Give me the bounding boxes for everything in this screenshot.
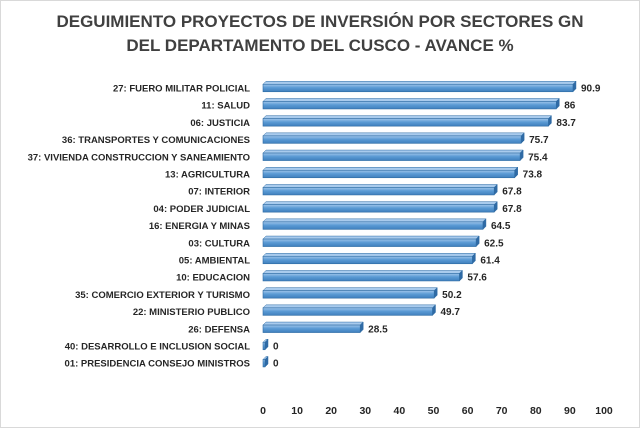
category-label: 37: VIVIENDA CONSTRUCCION Y SANEAMIENTO [28,152,250,163]
category-label: 40: DESARROLLO E INCLUSION SOCIAL [65,342,250,353]
bar [262,238,477,247]
value-label: 50.2 [442,290,462,301]
value-label: 90.9 [581,84,601,95]
bar-top-face [262,81,577,85]
value-label: 75.7 [529,135,549,146]
bar-top-face [262,167,519,171]
category-label: 05: AMBIENTAL [179,256,250,267]
value-label: 83.7 [556,118,576,129]
bar [262,187,495,196]
bar-top-face [262,149,524,154]
category-labels: 27: FUERO MILITAR POLICIAL 11: SALUD 06: J… [28,84,251,370]
value-label: 75.4 [528,152,548,163]
value-label: 0 [273,342,279,353]
value-label: 62.5 [484,238,504,249]
bar [262,101,557,110]
bar [262,221,484,230]
value-label: 57.6 [467,273,487,284]
bar [262,290,435,299]
bar [262,83,574,93]
category-label: 07: INTERIOR [188,187,250,198]
x-tick-label: 10 [291,405,303,417]
bar-top-face [262,253,476,257]
chart-title-line-2: DEL DEPARTAMENTO DEL CUSCO - AVANCE % [126,36,514,55]
chart-title: DEGUIMIENTO PROYECTOS DE INVERSIÓN POR S… [0,10,640,58]
value-label: 73.8 [523,170,543,181]
category-label: 11: SALUD [201,101,250,112]
bar [262,169,515,179]
category-label: 27: FUERO MILITAR POLICIAL [113,84,250,95]
x-tick-label: 100 [595,405,613,417]
bar-top-face [262,218,487,223]
bar-top-face [262,235,480,240]
bar [262,341,266,351]
category-label: 03: CULTURA [188,238,250,249]
bar [262,152,521,161]
x-tick-label: 0 [260,405,266,417]
x-tick-label: 90 [564,405,576,417]
bar [262,204,495,213]
category-label: 01: PRESIDENCIA CONSEJO MINISTROS [65,359,250,370]
bar-top-face [262,321,364,326]
bars [262,80,577,368]
bar [262,359,266,368]
category-label: 26: DEFENSA [188,324,250,335]
bar-top-face [262,98,560,102]
bar-top-face [262,287,438,291]
bar [262,135,522,144]
category-label: 35: COMERCIO EXTERIOR Y TURISMO [75,290,250,301]
value-label: 49.7 [440,307,460,318]
category-label: 16: ENERGIA Y MINAS [149,221,250,232]
category-label: 10: EDUCACION [176,273,250,284]
category-label: 13: AGRICULTURA [165,170,250,181]
value-label: 28.5 [368,324,388,335]
category-label: 36: TRANSPORTES Y COMUNICACIONES [62,135,250,146]
bar [262,118,549,127]
category-label: 06: JUSTICIA [190,118,250,129]
category-label: 22: MINISTERIO PUBLICO [133,307,250,318]
x-tick-label: 30 [359,405,371,417]
bar-top-face [262,184,498,188]
value-label: 67.8 [502,187,522,198]
x-tick-label: 20 [325,405,337,417]
value-label: 61.4 [480,256,500,267]
x-tick-labels: 0 10 20 30 40 50 60 70 80 90 100 [260,405,613,417]
value-label: 0 [273,359,279,370]
x-tick-label: 60 [462,405,474,417]
x-tick-label: 80 [530,405,542,417]
bar [262,324,361,333]
bar-top-face [262,270,464,274]
x-tick-label: 50 [428,405,440,417]
bar [262,255,473,265]
x-tick-label: 70 [496,405,508,417]
x-tick-label: 40 [394,405,406,417]
category-label: 04: PODER JUDICIAL [153,204,250,215]
value-labels: 90.98683.775.775.473.867.867.864.562.561… [273,84,601,370]
value-label: 67.8 [502,204,522,215]
value-label: 86 [564,101,576,112]
bar-top-face [262,201,498,205]
bar [262,307,433,316]
bar-top-face [262,304,437,309]
bar [262,273,460,282]
value-label: 64.5 [491,221,511,232]
bar-top-face [262,132,525,137]
bar-top-face [262,115,553,119]
chart-title-line-1: DEGUIMIENTO PROYECTOS DE INVERSIÓN POR S… [56,12,584,31]
